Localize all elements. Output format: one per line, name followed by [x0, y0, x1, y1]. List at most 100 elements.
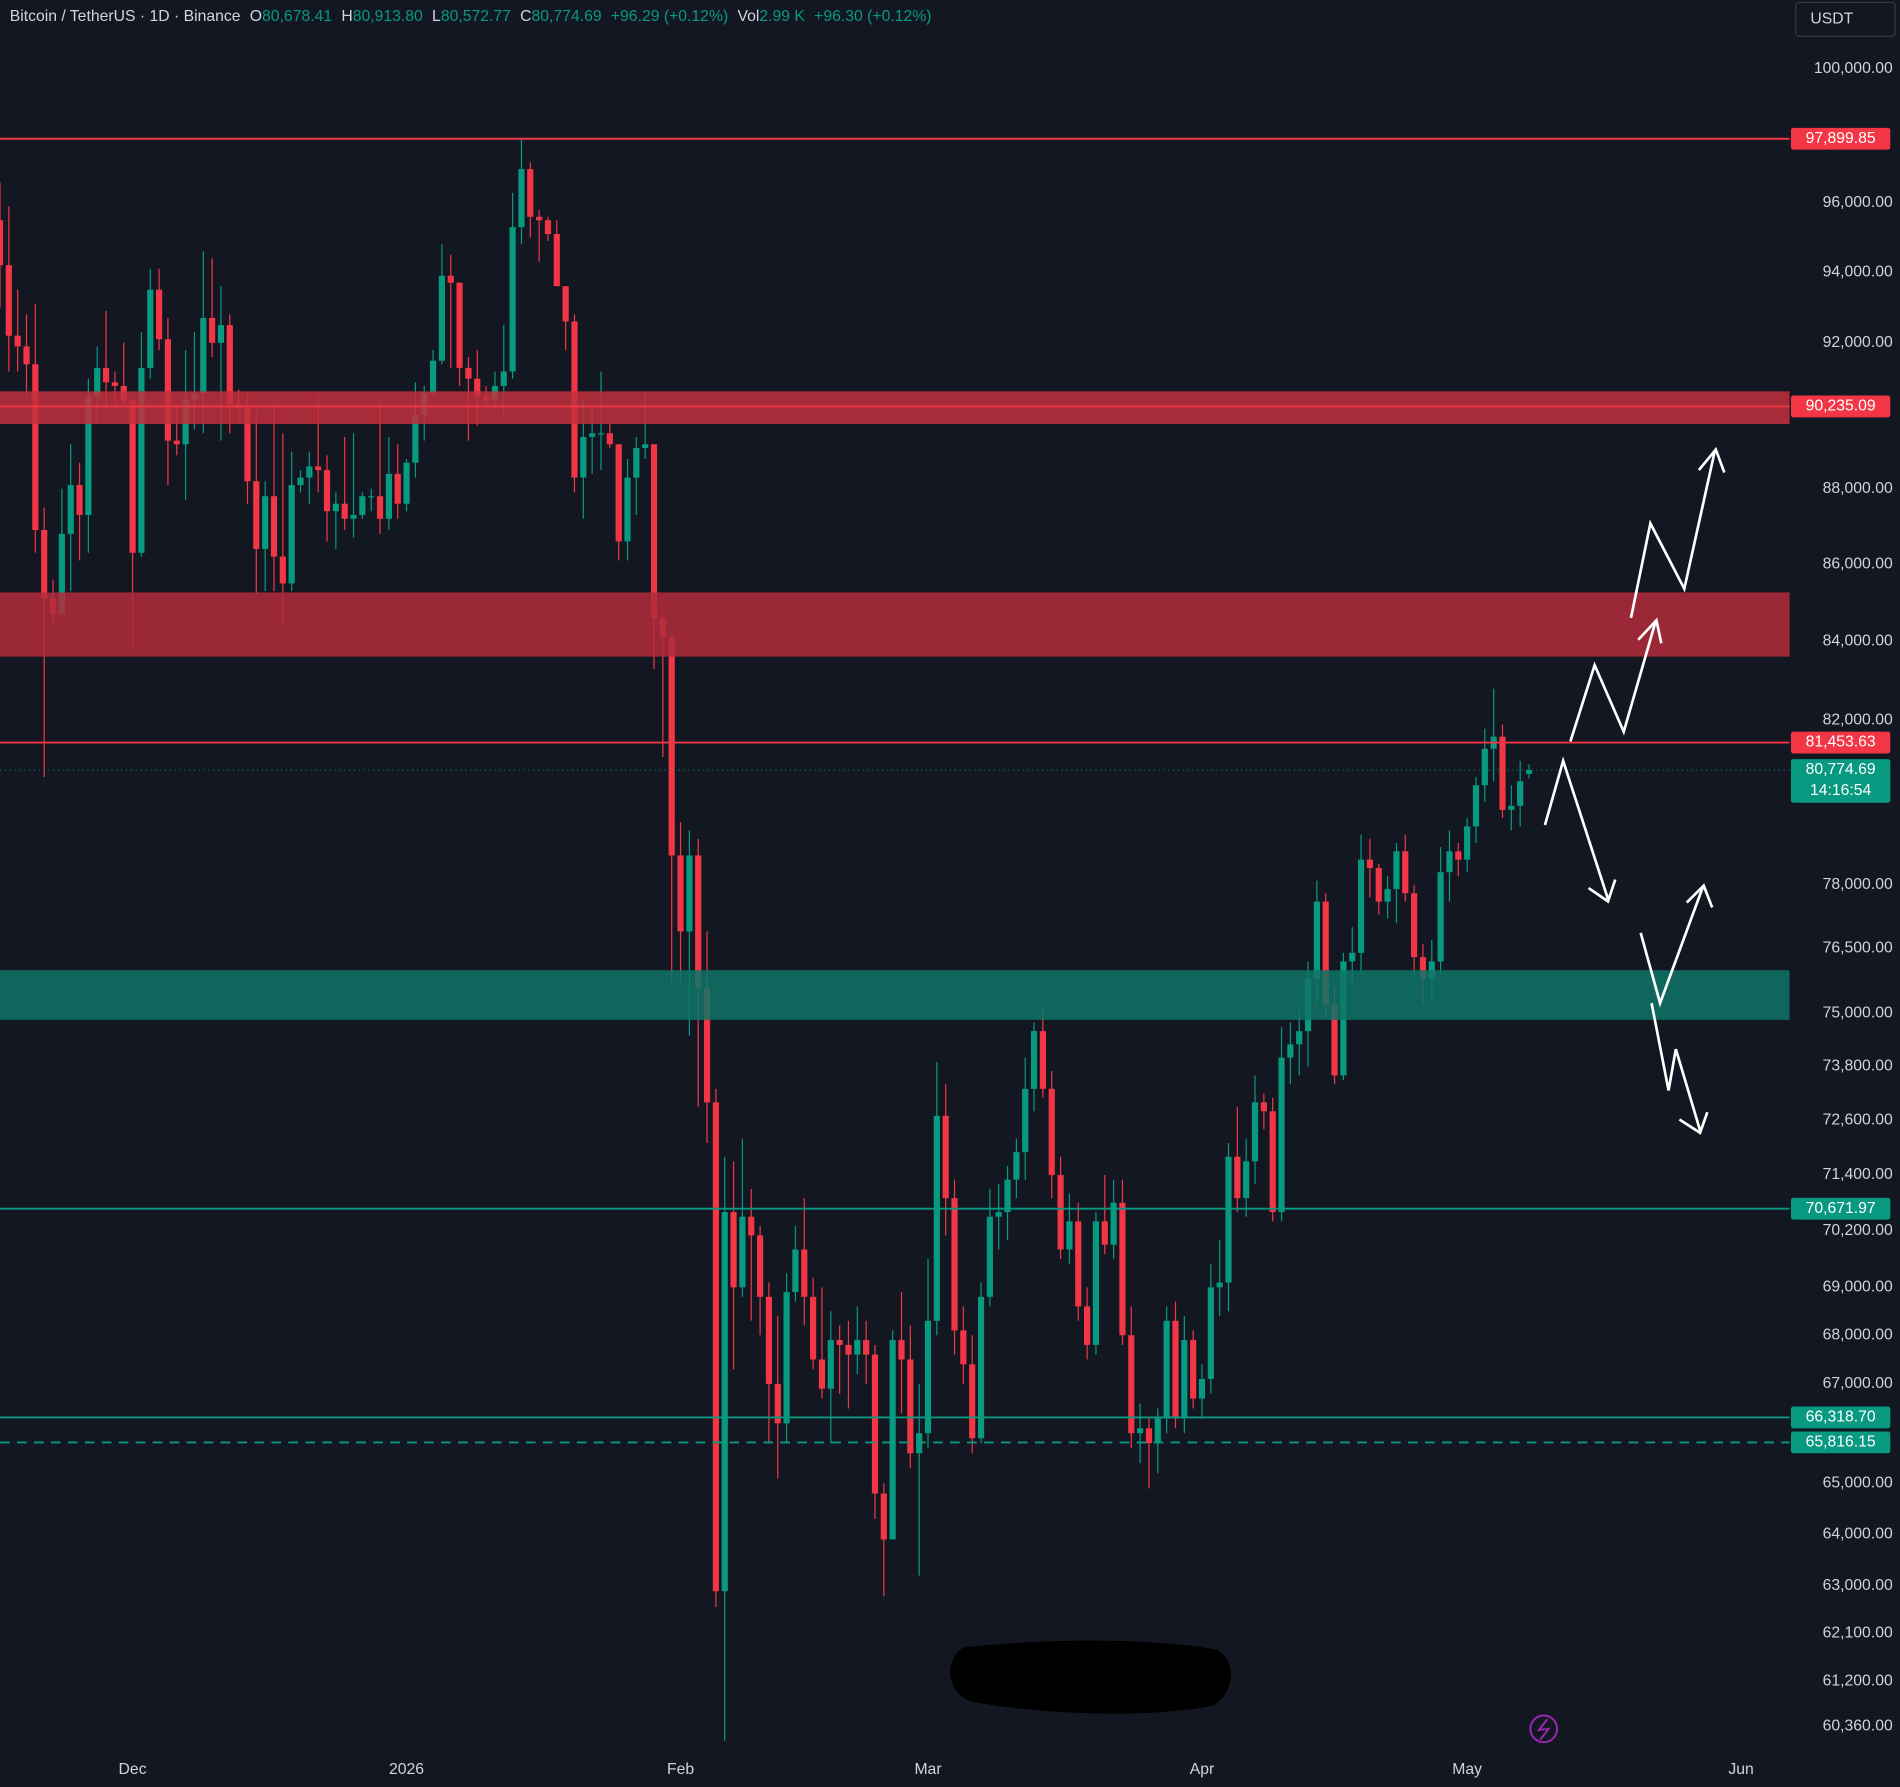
- candle-body: [703, 987, 711, 1103]
- price-label: 80,774.69: [1806, 761, 1876, 778]
- candle-body: [553, 234, 560, 287]
- candle-body: [792, 1249, 799, 1293]
- arrow-path: [1650, 1002, 1702, 1131]
- y-tick-label: 62,100.00: [1823, 1624, 1893, 1641]
- candle-body: [1128, 1335, 1135, 1434]
- arrow-path: [1569, 622, 1657, 742]
- price-label-box: [1790, 1406, 1891, 1429]
- candle-body: [1455, 851, 1462, 860]
- arrow-path: [1639, 887, 1704, 1008]
- candle-body: [783, 1292, 790, 1424]
- candle-body: [1437, 872, 1444, 962]
- candle-body: [748, 1216, 755, 1236]
- lightning-icon[interactable]: [1529, 1714, 1559, 1744]
- price-label: 70,671.97: [1806, 1200, 1876, 1217]
- candle-body: [871, 1354, 879, 1494]
- candle-body: [527, 169, 534, 217]
- candle-body: [200, 317, 207, 394]
- candle-body: [810, 1296, 817, 1360]
- y-tick-label: 65,000.00: [1823, 1475, 1893, 1492]
- candle-body: [288, 485, 295, 584]
- x-tick-label: Apr: [1190, 1761, 1215, 1778]
- candle-body: [1331, 1004, 1338, 1076]
- candle-body: [1357, 859, 1365, 953]
- candle-body: [960, 1330, 967, 1365]
- candle-body: [677, 855, 684, 932]
- candle-body: [1013, 1152, 1020, 1180]
- candle-body: [756, 1235, 764, 1297]
- candle-body: [1110, 1202, 1117, 1245]
- y-tick-label: 92,000.00: [1823, 334, 1893, 351]
- candle-body: [1260, 1102, 1267, 1112]
- candle-body: [509, 227, 516, 372]
- candle-body: [412, 414, 419, 463]
- candle-body: [562, 286, 569, 322]
- candle-body: [244, 407, 251, 482]
- candle-body: [429, 360, 437, 394]
- candle-body: [262, 496, 269, 550]
- candle-body: [1251, 1102, 1259, 1162]
- y-tick-label: 64,000.00: [1823, 1525, 1893, 1542]
- candle-body: [32, 364, 39, 531]
- y-tick-label: 60,360.00: [1823, 1718, 1893, 1735]
- candle-body: [23, 346, 30, 365]
- candle-body: [845, 1344, 852, 1355]
- arrow-head: [1678, 1111, 1709, 1135]
- candle-body: [1446, 851, 1453, 873]
- candle-body: [712, 1102, 719, 1592]
- candle-body: [880, 1493, 887, 1540]
- candle-body: [209, 317, 216, 343]
- candle-body: [226, 325, 233, 405]
- price-label-box: [1790, 127, 1891, 150]
- candle-body: [668, 637, 675, 856]
- candle-body: [1066, 1221, 1073, 1250]
- candle-body: [1004, 1179, 1011, 1213]
- candle-body: [642, 444, 649, 448]
- candle-body: [350, 514, 357, 519]
- candle-body: [889, 1340, 896, 1540]
- candle-body: [394, 473, 401, 504]
- candle-body: [695, 855, 702, 988]
- candle-body: [1225, 1156, 1232, 1283]
- candle-body: [1092, 1221, 1100, 1345]
- y-tick-label: 76,500.00: [1823, 940, 1893, 957]
- candle-body: [969, 1364, 976, 1439]
- candle-body: [297, 477, 304, 486]
- candle-body: [111, 382, 118, 386]
- candle-body: [633, 447, 640, 478]
- candle-body: [1517, 781, 1524, 806]
- currency-box[interactable]: [1795, 1, 1896, 37]
- candle-body: [1375, 868, 1382, 902]
- high-value: 80,913.80: [353, 8, 423, 25]
- zone: [0, 970, 1790, 1020]
- candle-body: [1508, 805, 1515, 810]
- candle-body: [164, 339, 172, 441]
- candle-body: [447, 275, 454, 283]
- candle-body: [1145, 1428, 1153, 1444]
- y-tick-label: 72,600.00: [1823, 1111, 1893, 1128]
- candle-body: [1402, 851, 1409, 894]
- candle-body: [1234, 1156, 1241, 1199]
- candle-body: [359, 496, 366, 515]
- candle-body: [898, 1340, 905, 1360]
- candle-body: [933, 1115, 940, 1321]
- y-tick-label: 69,000.00: [1823, 1278, 1893, 1295]
- candle-body: [155, 289, 163, 340]
- y-tick-label: 96,000.00: [1823, 194, 1893, 211]
- y-tick-label: 61,200.00: [1823, 1672, 1893, 1689]
- candle-body: [536, 216, 543, 221]
- price-label-box: [1790, 731, 1891, 754]
- candle-body: [368, 496, 375, 498]
- zone: [0, 592, 1790, 657]
- y-tick-label: 73,800.00: [1823, 1058, 1893, 1075]
- candle-body: [1393, 851, 1400, 890]
- candle-body: [606, 433, 613, 445]
- y-tick-label: 82,000.00: [1823, 712, 1893, 729]
- y-tick-label: 84,000.00: [1823, 633, 1893, 650]
- arrow-head: [1637, 617, 1663, 644]
- y-tick-label: 75,000.00: [1823, 1005, 1893, 1022]
- candle-body: [1313, 901, 1320, 979]
- vol-change: +96.30 (+0.12%): [814, 8, 931, 25]
- candle-body: [270, 496, 278, 557]
- zone: [0, 391, 1790, 425]
